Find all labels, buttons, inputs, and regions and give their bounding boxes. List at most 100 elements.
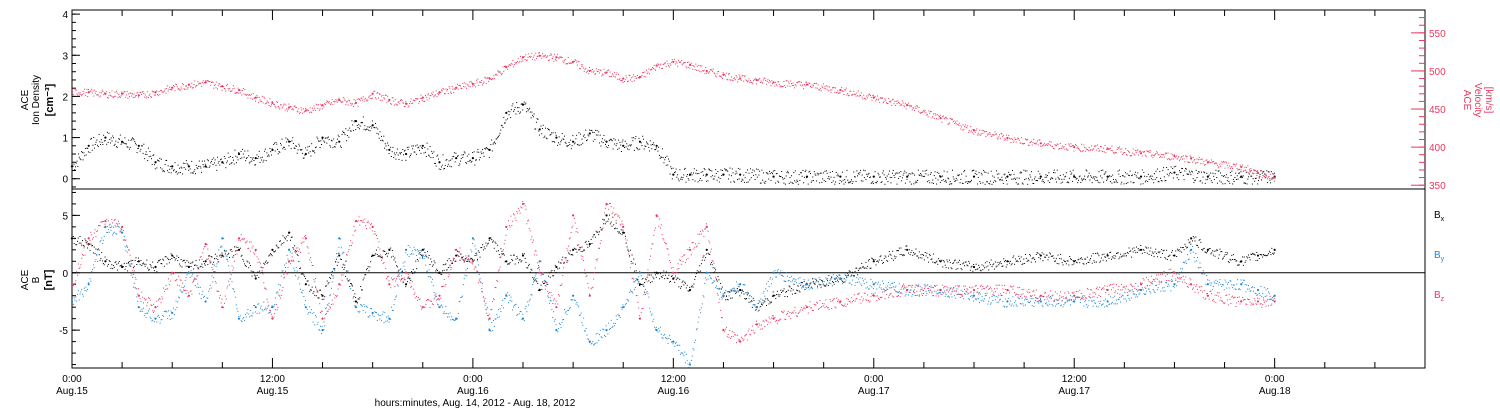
velocity-series-dot [155, 95, 156, 96]
velocity-series-dot [212, 82, 213, 83]
ion-density-series-dot [1225, 183, 1226, 184]
velocity-series-dot [899, 103, 900, 104]
by-series-dot [77, 294, 78, 295]
ion-density-series-dot [1148, 174, 1149, 175]
ion-density-series-dot [805, 170, 806, 171]
bx-series-dot [1013, 255, 1014, 256]
by-series-dot [186, 277, 187, 278]
ion-density-series-dot [313, 150, 314, 151]
velocity-series-dot [861, 92, 862, 93]
velocity-series-dot [1012, 139, 1013, 140]
ion-density-series-dot [656, 147, 657, 148]
velocity-series-dot [1257, 170, 1258, 171]
ion-density-series-dot [247, 157, 248, 158]
ion-density-series-dot [1125, 172, 1126, 173]
velocity-series-dot [777, 85, 778, 86]
velocity-series-dot [242, 90, 243, 91]
bx-series-dot [520, 259, 521, 260]
bx-series-dot [562, 257, 563, 258]
velocity-series-dot [1096, 150, 1097, 151]
ion-density-series-dot [345, 128, 346, 129]
ion-density-series-dot [1166, 167, 1167, 168]
ion-density-series-dot [468, 161, 469, 162]
velocity-series-dot [705, 67, 706, 68]
bx-series-dot [716, 279, 717, 280]
bx-series-dot [520, 261, 521, 262]
velocity-series-dot [522, 60, 523, 61]
bx-series-dot [292, 247, 293, 248]
ion-density-series-dot [198, 166, 199, 167]
velocity-series-dot [865, 98, 866, 99]
bx-series-dot [221, 253, 222, 254]
bx-series-point [1190, 237, 1192, 239]
velocity-series-dot [1111, 150, 1112, 151]
ion-density-series-dot [1116, 181, 1117, 182]
velocity-series-dot [465, 86, 466, 87]
bx-series-dot [819, 279, 820, 280]
bx-series-dot [425, 255, 426, 256]
bx-series-dot [624, 232, 625, 233]
bx-series-dot [434, 260, 435, 261]
bx-series-dot [84, 246, 85, 247]
velocity-series-point [154, 91, 156, 93]
velocity-series-dot [811, 87, 812, 88]
ion-density-series-dot [755, 174, 756, 175]
bx-series-dot [698, 272, 699, 273]
velocity-series-dot [272, 101, 273, 102]
by-series-dot [145, 317, 146, 318]
ion-density-series-point [839, 176, 841, 178]
velocity-series-dot [153, 91, 154, 92]
ion-density-series-dot [898, 178, 899, 179]
velocity-series-dot [257, 97, 258, 98]
by-series-dot [100, 240, 101, 241]
bx-series-dot [955, 260, 956, 261]
ion-density-series-dot [1014, 178, 1015, 179]
ion-density-series-dot [944, 181, 945, 182]
bx-series-dot [1247, 257, 1248, 258]
bx-series-dot [1233, 254, 1234, 255]
ion-density-series-dot [461, 158, 462, 159]
bx-series-dot [875, 264, 876, 265]
velocity-series-dot [515, 62, 516, 63]
bx-series-dot [702, 260, 703, 261]
bx-series-dot [913, 252, 914, 253]
bx-series-dot [397, 266, 398, 267]
bx-series-dot [528, 265, 529, 266]
velocity-series-dot [1039, 140, 1040, 141]
ion-density-series-dot [337, 139, 338, 140]
bx-series-dot [80, 236, 81, 237]
ion-density-series-dot [935, 171, 936, 172]
bx-series-dot [286, 236, 287, 237]
velocity-series-dot [357, 106, 358, 107]
ion-density-series-dot [262, 157, 263, 158]
ion-density-series-dot [322, 139, 323, 140]
velocity-series-dot [765, 80, 766, 81]
ion-density-series-dot [619, 148, 620, 149]
velocity-series-dot [178, 88, 179, 89]
bx-series-dot [497, 245, 498, 246]
velocity-series-dot [349, 100, 350, 101]
ion-density-series-dot [1081, 178, 1082, 179]
velocity-series-dot [296, 107, 297, 108]
velocity-series-dot [353, 106, 354, 107]
bx-series-dot [170, 259, 171, 260]
bx-series-dot [791, 288, 792, 289]
ion-density-series-dot [500, 130, 501, 131]
bx-series-dot [1094, 262, 1095, 263]
bx-series-dot [932, 262, 933, 263]
velocity-series-dot [1171, 159, 1172, 160]
velocity-series-dot [335, 99, 336, 100]
ion-density-series-dot [292, 137, 293, 138]
bx-series-dot [618, 233, 619, 234]
bx-series-dot [369, 266, 370, 267]
ion-density-series-dot [755, 179, 756, 180]
velocity-series-dot [928, 116, 929, 117]
bx-series-dot [1003, 258, 1004, 259]
velocity-series-dot [609, 76, 610, 77]
bottom-left-tick-label-2: 5 [62, 211, 68, 222]
ion-density-series-dot [1256, 178, 1257, 179]
legend-by-sub: y [1441, 256, 1445, 263]
velocity-series-dot [666, 66, 667, 67]
bx-series-dot [313, 293, 314, 294]
velocity-series-dot [408, 106, 409, 107]
